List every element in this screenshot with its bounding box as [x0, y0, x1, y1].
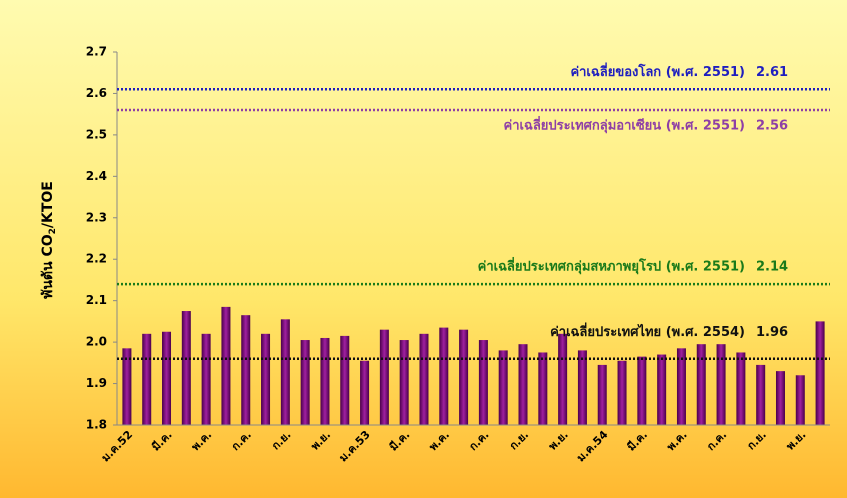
bar: [518, 344, 528, 425]
bar: [360, 360, 370, 425]
bar: [162, 331, 172, 425]
bar: [399, 340, 409, 425]
bar: [815, 321, 825, 425]
bar: [181, 311, 191, 425]
bar: [340, 335, 350, 425]
bar: [122, 348, 132, 425]
y-axis-label: พันตัน CO2/KTOE: [40, 181, 58, 299]
bar: [261, 333, 271, 425]
bar: [736, 352, 746, 425]
y-tick-label: 2.6: [86, 86, 107, 100]
y-tick-label: 2.0: [86, 335, 107, 349]
bar: [775, 371, 785, 425]
y-tick-label: 2.1: [86, 293, 107, 307]
bar: [221, 306, 231, 425]
bar: [716, 344, 726, 425]
reference-value: 2.14: [756, 260, 788, 275]
y-tick-label: 1.9: [86, 376, 107, 390]
reference-value: 2.56: [756, 119, 788, 134]
bar: [439, 327, 449, 425]
reference-label: ค่าเฉลี่ยของโลก (พ.ศ. 2551): [570, 62, 745, 80]
bar: [617, 360, 627, 425]
bar: [756, 364, 766, 425]
bar: [459, 329, 469, 425]
y-tick-label: 2.3: [86, 210, 107, 224]
y-tick-label: 1.8: [86, 418, 107, 432]
bar: [142, 333, 152, 425]
y-tick-label: 2.7: [86, 45, 107, 59]
y-tick-label: 2.5: [86, 127, 107, 141]
bar: [657, 354, 667, 425]
reference-label: ค่าเฉลี่ยประเทศไทย (พ.ศ. 2554): [550, 322, 745, 340]
bar: [379, 329, 389, 425]
reference-value: 2.61: [756, 65, 788, 80]
bar: [795, 375, 805, 425]
reference-label: ค่าเฉลี่ยประเทศกลุ่มอาเซียน (พ.ศ. 2551): [504, 116, 745, 134]
y-tick-label: 2.2: [86, 252, 107, 266]
bar: [538, 352, 548, 425]
bar: [241, 315, 251, 425]
bar: [300, 340, 310, 425]
y-tick-label: 2.4: [86, 169, 107, 183]
bar: [419, 333, 429, 425]
bar: [558, 333, 568, 425]
reference-label: ค่าเฉลี่ยประเทศกลุ่มสหภาพยุโรป (พ.ศ. 255…: [478, 257, 745, 275]
bar: [478, 340, 488, 425]
bar: [696, 344, 706, 425]
bar: [498, 350, 508, 425]
bar: [280, 319, 290, 425]
bar: [577, 350, 587, 425]
bar: [637, 356, 647, 425]
bar: [597, 364, 607, 425]
bar: [676, 348, 686, 425]
bar: [320, 337, 330, 425]
bar: [201, 333, 211, 425]
reference-value: 1.96: [756, 325, 788, 340]
